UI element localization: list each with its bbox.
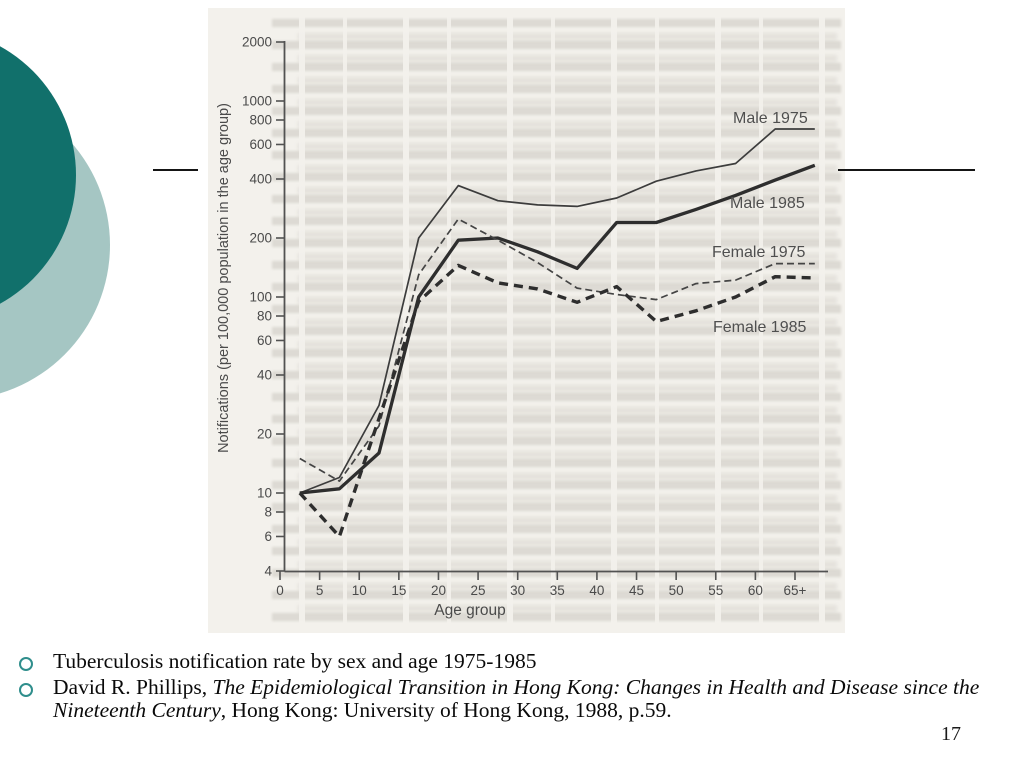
citation-text: David R. Phillips, The Epidemiological T… — [53, 676, 998, 722]
svg-text:65+: 65+ — [784, 583, 807, 598]
svg-text:800: 800 — [249, 112, 272, 127]
svg-text:50: 50 — [669, 583, 684, 598]
series-label: Female 1975 — [712, 244, 805, 261]
svg-text:40: 40 — [257, 367, 272, 382]
svg-text:10: 10 — [257, 486, 272, 501]
horizontal-rule-left — [153, 169, 198, 171]
svg-text:25: 25 — [471, 583, 486, 598]
bullet-list: Tuberculosis notification rate by sex an… — [14, 650, 1014, 725]
svg-text:55: 55 — [708, 583, 723, 598]
svg-text:2000: 2000 — [242, 35, 272, 50]
page-number: 17 — [941, 723, 961, 745]
svg-text:200: 200 — [249, 231, 272, 246]
bullet-ring-icon — [19, 657, 33, 671]
series-female-1985 — [298, 263, 815, 539]
svg-text:60: 60 — [257, 333, 272, 348]
svg-text:60: 60 — [748, 583, 763, 598]
svg-text:20: 20 — [257, 427, 272, 442]
svg-text:600: 600 — [249, 137, 272, 152]
svg-text:80: 80 — [257, 308, 272, 323]
bullet-text: Tuberculosis notification rate by sex an… — [53, 649, 537, 673]
svg-text:5: 5 — [316, 583, 324, 598]
bullet-ring-icon — [19, 683, 33, 697]
svg-text:Age group: Age group — [434, 602, 506, 619]
svg-text:45: 45 — [629, 583, 644, 598]
citation-publisher: , Hong Kong: University of Hong Kong, 19… — [220, 698, 672, 722]
series-label: Male 1975 — [733, 110, 808, 127]
svg-text:10: 10 — [352, 583, 367, 598]
svg-text:400: 400 — [249, 171, 272, 186]
horizontal-rule-right — [838, 169, 975, 171]
svg-text:8: 8 — [264, 504, 272, 519]
scanned-chart-figure: 2000 1000 800 600 400 200 100 80 60 40 20 10 8 6 4 0 5 10… — [208, 8, 845, 633]
svg-text:1000: 1000 — [242, 94, 272, 109]
series-male-1975 — [299, 128, 815, 494]
svg-text:35: 35 — [550, 583, 565, 598]
svg-text:6: 6 — [264, 529, 272, 544]
svg-text:Notifications (per 100,000 pop: Notifications (per 100,000 population in… — [216, 103, 232, 453]
bullet-item-citation: David R. Phillips, The Epidemiological T… — [14, 676, 1014, 722]
svg-text:0: 0 — [276, 583, 284, 598]
series-label: Male 1985 — [730, 195, 805, 212]
svg-text:20: 20 — [431, 583, 446, 598]
svg-text:30: 30 — [510, 583, 525, 598]
svg-text:15: 15 — [391, 583, 406, 598]
bullet-item-title: Tuberculosis notification rate by sex an… — [14, 650, 1014, 673]
citation-author: David R. Phillips, — [53, 675, 213, 699]
series-label: Female 1985 — [713, 319, 806, 336]
svg-text:40: 40 — [589, 583, 604, 598]
svg-text:4: 4 — [264, 563, 272, 578]
citation-book-title: The Epidemiological Transition in Hong K… — [53, 675, 980, 722]
svg-text:100: 100 — [249, 290, 272, 305]
